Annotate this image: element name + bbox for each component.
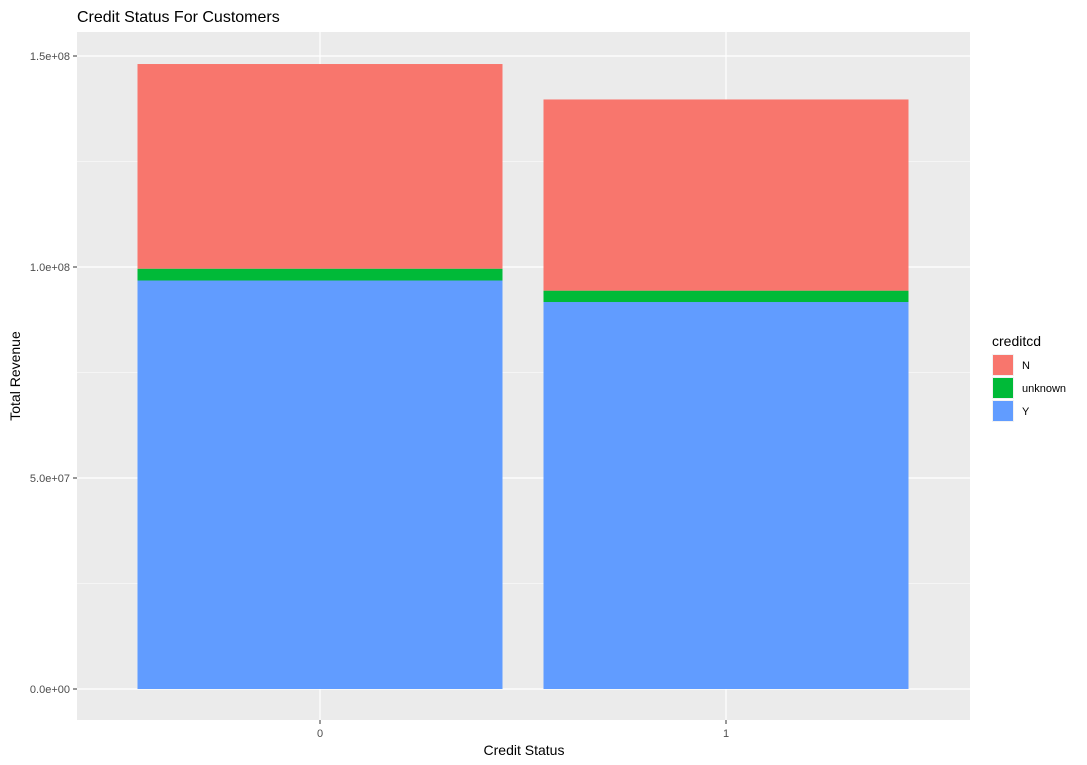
x-tick-label: 0 bbox=[317, 728, 323, 740]
y-axis: 0.0e+00 5.0e+07 1.0e+08 1.5e+08 bbox=[30, 51, 77, 696]
legend-label-Y: Y bbox=[1022, 406, 1030, 418]
bar-Y-1 bbox=[543, 302, 909, 689]
y-tick-label: 0.0e+00 bbox=[30, 684, 70, 696]
bar-unknown-1 bbox=[543, 290, 909, 303]
y-tick-label: 1.5e+08 bbox=[30, 51, 70, 63]
chart-title: Credit Status For Customers bbox=[77, 9, 280, 26]
legend-label-N: N bbox=[1022, 360, 1030, 372]
y-tick-label: 5.0e+07 bbox=[30, 473, 70, 485]
bar-N-0 bbox=[137, 64, 503, 269]
bar-Y-0 bbox=[137, 280, 503, 689]
legend-swatch-Y bbox=[993, 401, 1013, 421]
legend-swatch-unknown bbox=[993, 378, 1013, 398]
legend-title: creditcd bbox=[992, 333, 1041, 349]
x-tick-label: 1 bbox=[723, 728, 729, 740]
bar-unknown-0 bbox=[137, 268, 503, 281]
x-axis-title: Credit Status bbox=[484, 742, 565, 758]
legend-swatch-N bbox=[993, 355, 1013, 375]
bar-stacks bbox=[137, 64, 909, 689]
bar-N-1 bbox=[543, 99, 909, 291]
y-axis-title: Total Revenue bbox=[7, 331, 23, 421]
legend-label-unknown: unknown bbox=[1022, 383, 1066, 395]
y-tick-label: 1.0e+08 bbox=[30, 262, 70, 274]
